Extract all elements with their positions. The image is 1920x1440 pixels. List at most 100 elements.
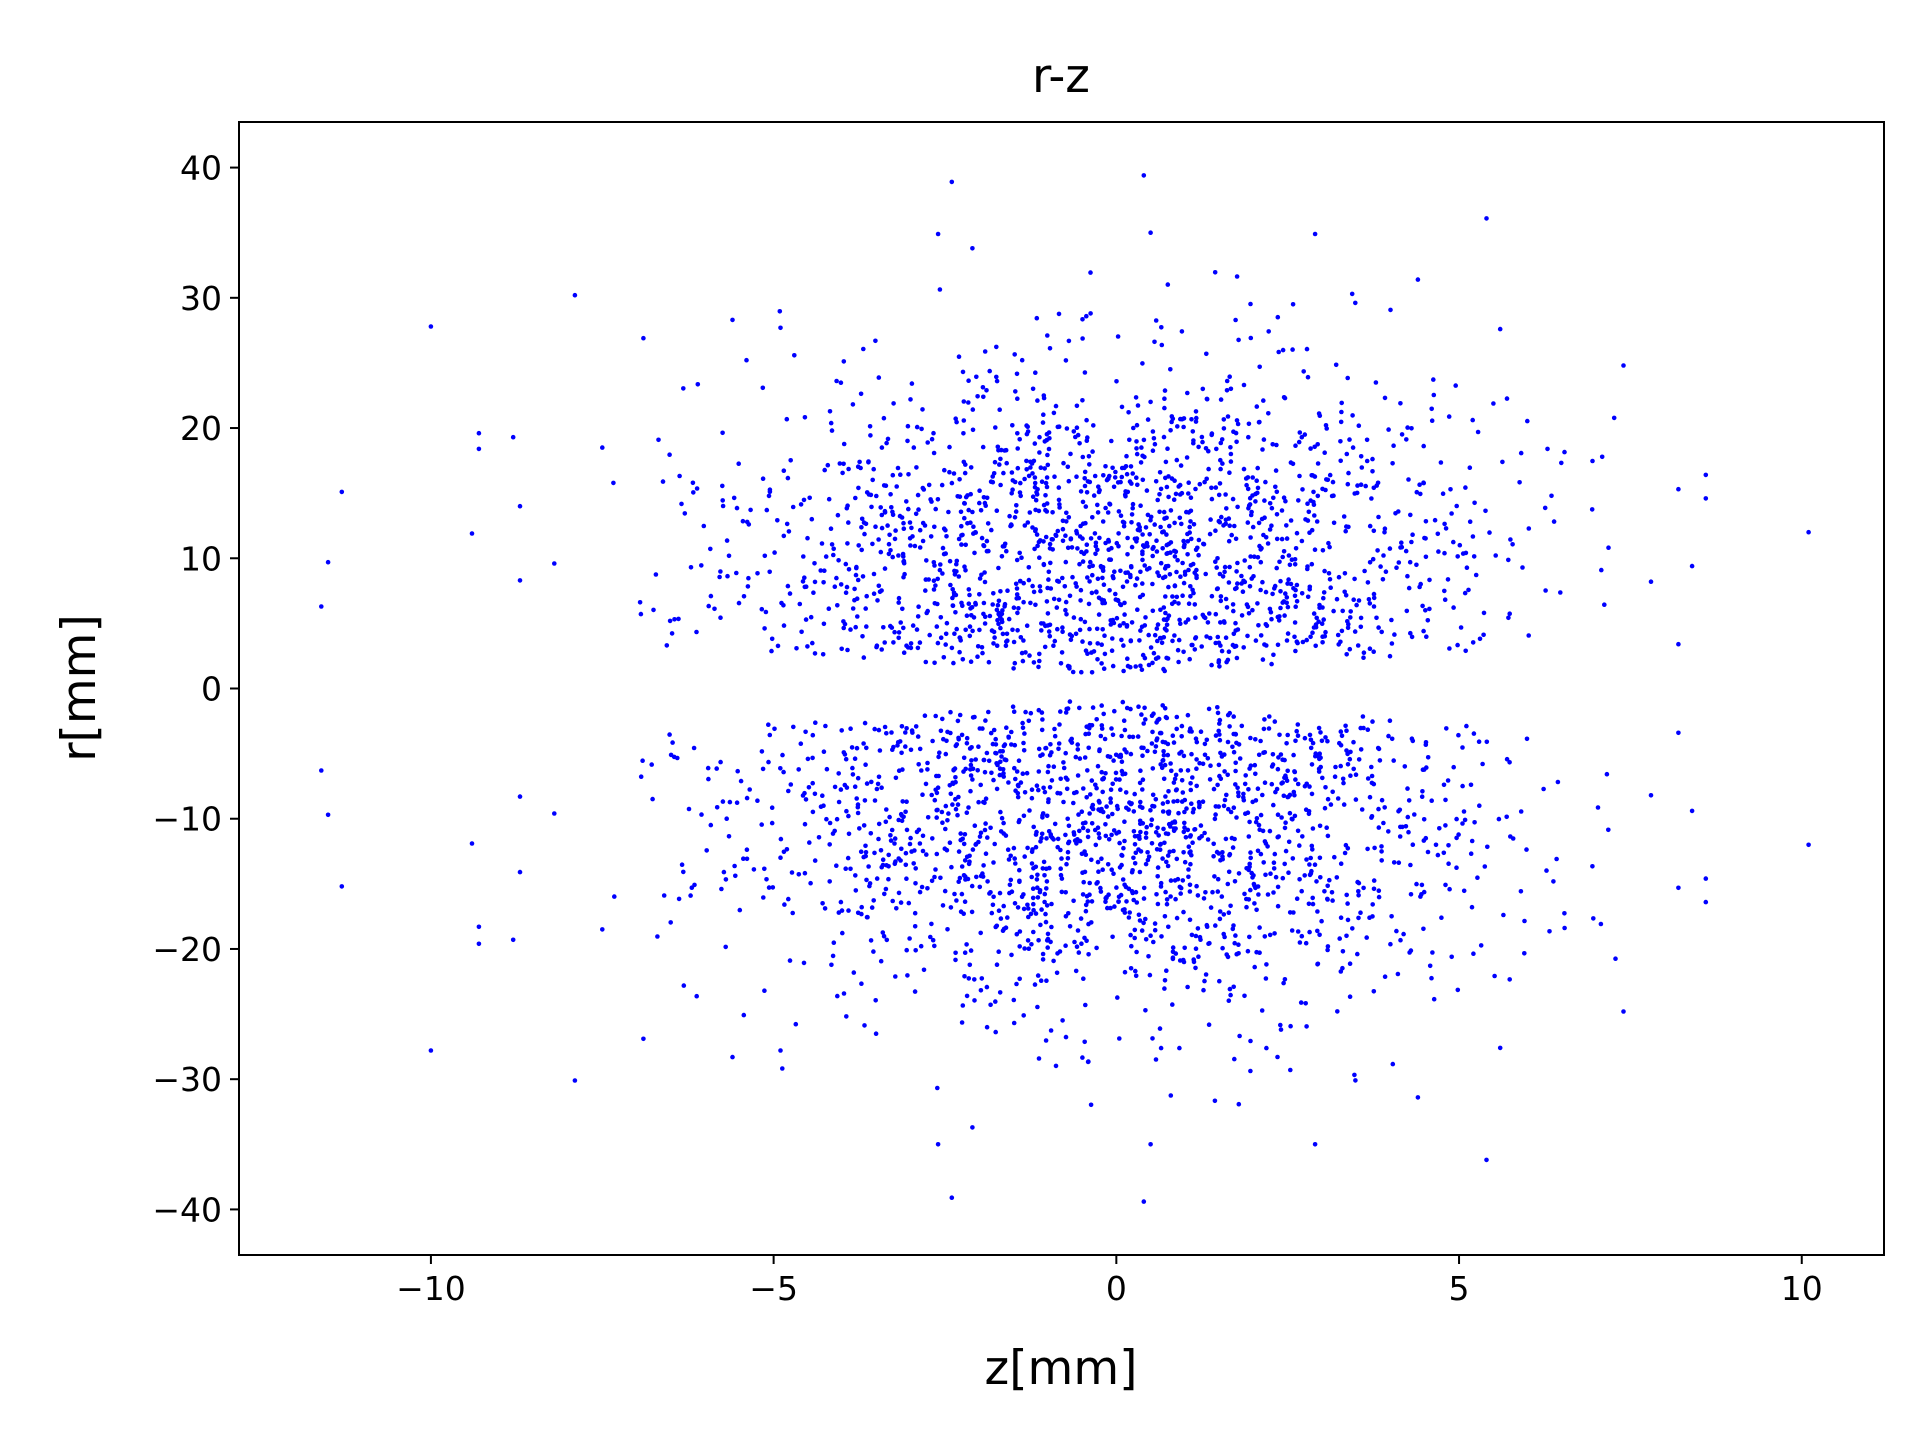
data-point [1224,506,1229,511]
data-point [1248,335,1254,341]
data-point [1179,734,1184,739]
data-point [1389,641,1395,646]
data-point [1230,496,1236,502]
data-point [872,850,877,856]
data-point [1120,519,1126,525]
data-point [1093,540,1099,546]
data-point [1421,628,1426,634]
data-point [840,470,845,476]
data-point [904,499,909,504]
data-point [953,775,958,780]
data-point [930,937,936,943]
data-point [934,773,939,779]
data-point [890,512,896,518]
data-point [688,565,694,570]
data-point [1279,508,1285,513]
data-point [959,732,965,738]
data-point [1477,636,1483,642]
data-point [1015,446,1020,451]
data-point [1068,637,1074,643]
data-point [787,591,793,596]
data-point [978,782,983,788]
data-point [1124,579,1130,584]
data-point [903,730,908,735]
data-point [942,467,947,473]
data-point [1440,491,1446,497]
data-point [1113,770,1119,776]
data-point [1237,756,1243,761]
data-point [1020,771,1026,776]
data-point [964,741,970,746]
data-point [991,641,996,646]
data-point [981,799,986,805]
data-point [888,838,894,843]
data-point [1295,722,1301,727]
data-point [901,520,906,526]
data-point [896,635,901,641]
data-point [1274,442,1279,448]
data-point [1027,510,1033,515]
data-point [1224,792,1229,798]
data-point [1082,849,1087,854]
data-point [1043,534,1049,540]
data-point [1054,970,1060,976]
data-point [1273,789,1278,795]
x-axis-label: z[mm] [985,1341,1138,1396]
data-point [1504,396,1510,401]
data-point [1116,531,1121,536]
data-point [1216,804,1221,809]
data-point [1460,783,1465,789]
data-point [1359,807,1365,812]
data-point [1259,545,1264,551]
data-point [1463,485,1468,490]
data-point [796,767,801,772]
data-point [1001,903,1006,909]
data-point [1099,642,1104,647]
data-point [1110,781,1115,787]
data-point [846,813,851,819]
data-point [784,521,790,527]
data-point [970,407,976,412]
data-point [1216,492,1222,498]
data-point [1048,1028,1054,1033]
data-point [812,579,818,585]
data-point [1333,764,1338,770]
data-point [1257,925,1262,930]
data-point [1094,717,1099,722]
data-point [1504,756,1510,762]
data-point [1395,971,1401,977]
data-point [1203,890,1208,895]
data-point [1066,823,1072,829]
data-point [670,740,675,745]
data-point [1295,929,1301,934]
data-point [1038,922,1043,928]
data-point [1482,864,1488,869]
data-point [1168,367,1173,372]
data-point [1367,523,1373,529]
data-point [1105,862,1111,867]
data-point [1295,781,1301,787]
data-point [827,820,833,826]
data-point [1012,660,1018,666]
data-point [993,736,998,742]
data-point [944,620,950,626]
data-point [1185,552,1190,557]
data-point [1350,413,1355,418]
data-point [960,657,966,662]
data-point [917,746,923,752]
data-point [1004,548,1009,554]
data-point [517,794,523,799]
data-point [911,445,917,450]
data-point [1358,615,1364,621]
data-point [1023,709,1028,715]
data-point [935,497,941,502]
data-point [1000,608,1005,613]
data-point [1345,481,1351,487]
data-point [1188,849,1193,854]
data-point [1293,546,1299,551]
data-point [1264,1045,1269,1051]
data-point [1139,745,1144,750]
data-point [1204,737,1210,743]
data-point [1320,640,1325,645]
data-point [1364,437,1370,443]
